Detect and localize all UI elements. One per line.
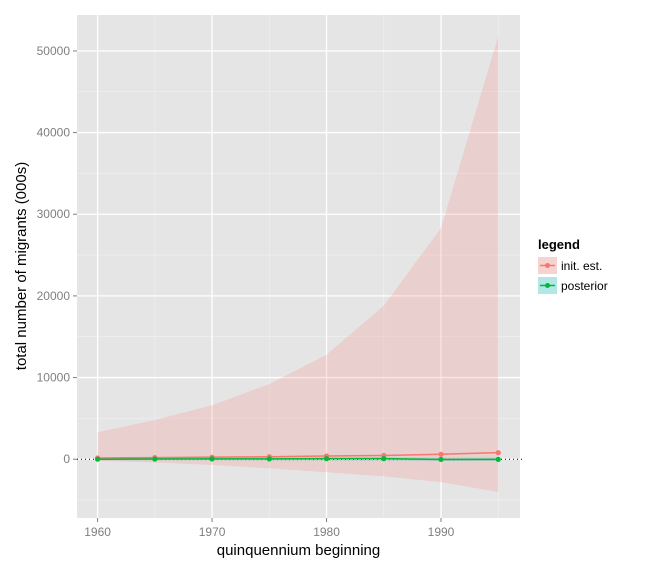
y-tick-label: 50000 [37, 44, 71, 58]
y-tick-label: 30000 [37, 207, 71, 221]
y-tick-label: 20000 [37, 289, 71, 303]
line-init-est [97, 451, 499, 459]
series-points [95, 450, 501, 463]
legend-item-init-est: init. est. [538, 257, 602, 274]
y-axis-title: total number of migrants (000s) [13, 162, 30, 370]
x-tick-label: 1980 [313, 525, 340, 539]
band-init-est [97, 36, 499, 492]
legend-title: legend [538, 237, 580, 252]
x-axis-title: quinquennium beginning [217, 542, 380, 559]
x-tick-label: 1990 [428, 525, 455, 539]
series-lines [97, 451, 499, 461]
grid-minor [77, 15, 520, 518]
legend-label-init-est: init. est. [561, 259, 602, 273]
point-posterior-1970 [209, 456, 215, 462]
point-posterior-1960 [95, 456, 101, 462]
point-posterior-1975 [266, 456, 272, 462]
legend-key-point-posterior [545, 283, 550, 288]
point-init-est-1990 [438, 451, 444, 457]
y-tick-label: 0 [63, 452, 70, 466]
legend-label-posterior: posterior [561, 279, 608, 293]
x-tick-label: 1960 [84, 525, 111, 539]
point-init-est-1995 [495, 450, 501, 456]
point-posterior-1980 [323, 456, 330, 462]
point-posterior-1990 [438, 456, 444, 463]
x-tick-label: 1970 [199, 525, 226, 539]
point-posterior-1985 [381, 456, 387, 462]
y-tick-label: 40000 [37, 126, 71, 140]
legend: legend init. est. posterior [538, 237, 608, 294]
legend-item-posterior: posterior [538, 277, 608, 294]
x-axis: 1960 1970 1980 1990 [84, 518, 455, 539]
legend-key-point-init-est [545, 263, 550, 268]
point-posterior-1965 [152, 456, 158, 462]
point-posterior-1995 [495, 456, 501, 462]
y-tick-label: 10000 [37, 371, 71, 385]
y-axis: 0 10000 20000 30000 40000 50000 [37, 44, 77, 466]
line-posterior [97, 457, 499, 461]
plot-panel [77, 15, 520, 518]
